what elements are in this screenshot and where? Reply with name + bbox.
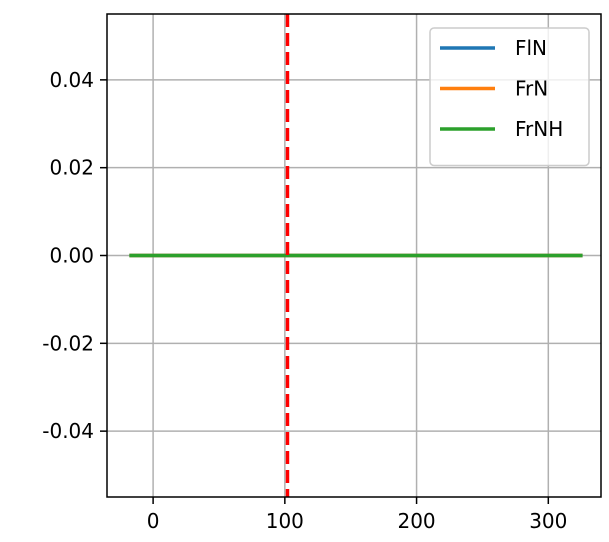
y-tick-label: -0.02 <box>42 331 94 355</box>
legend: FlN FrN FrNH <box>429 27 590 167</box>
legend-box <box>429 27 590 167</box>
axis-ticks: 0 100 200 300 -0.04 -0.02 0.00 0.02 0.04 <box>42 68 567 533</box>
x-tick-label: 200 <box>397 509 435 533</box>
x-tick-label: 0 <box>147 509 160 533</box>
y-tick-label: -0.04 <box>42 419 94 443</box>
x-tick-label: 100 <box>266 509 304 533</box>
legend-label-frn: FrN <box>515 77 548 101</box>
y-tick-label: 0.02 <box>49 156 94 180</box>
y-tick-label: 0.00 <box>49 244 94 268</box>
legend-label-frnh: FrNH <box>515 117 563 141</box>
legend-label-fln: FlN <box>515 36 547 60</box>
y-tick-label: 0.04 <box>49 68 94 92</box>
x-tick-label: 300 <box>529 509 567 533</box>
